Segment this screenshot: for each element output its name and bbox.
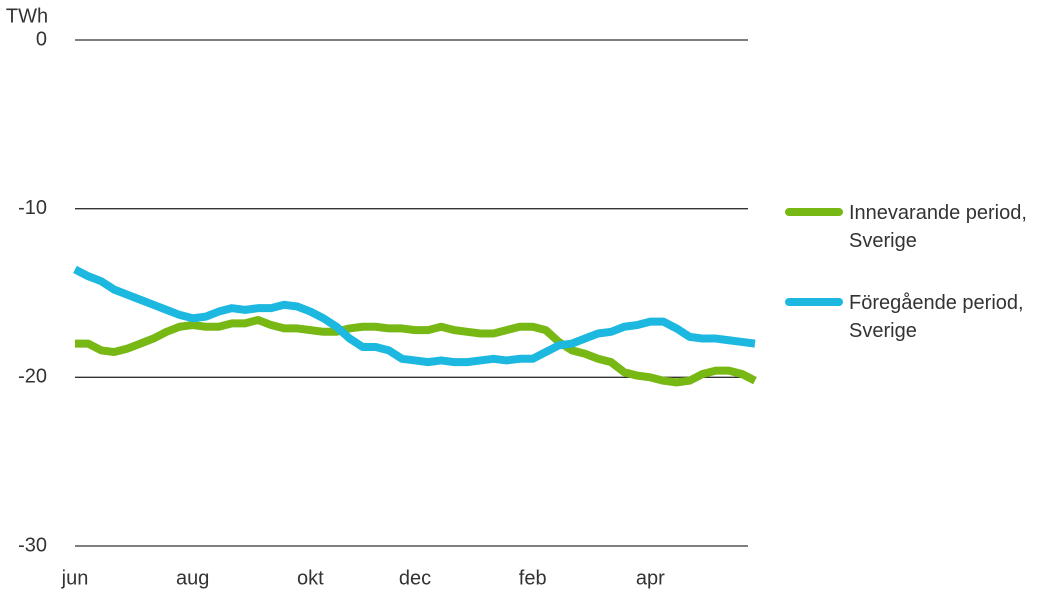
y-tick-label: -10 [18,197,47,219]
x-tick-label: dec [399,567,431,589]
y-tick-label: -20 [18,366,47,388]
series-line [73,265,756,367]
x-tick-label: aug [176,567,209,589]
x-tick-label: jun [61,567,89,589]
y-tick-label: 0 [36,28,47,50]
y-unit: TWh [6,5,48,27]
x-tick-label: feb [519,567,547,589]
x-tick-label: okt [297,567,324,589]
legend-item: Föregående period, Sverige [785,289,1062,345]
legend-label: Föregående period, Sverige [849,292,1024,342]
series-line [75,315,757,387]
x-tick-label: apr [636,567,665,589]
legend-label: Innevarande period, Sverige [849,202,1027,252]
y-tick-label: -30 [18,534,47,556]
legend-swatch [785,298,843,306]
legend-swatch [785,208,843,216]
legend-item: Innevarande period, Sverige [785,199,1062,255]
